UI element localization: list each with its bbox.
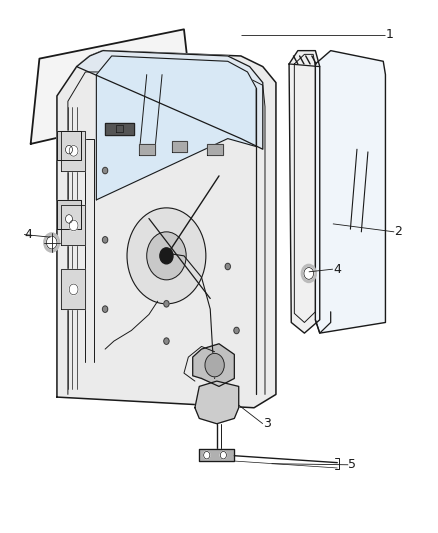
Circle shape <box>164 301 169 307</box>
Circle shape <box>65 146 73 154</box>
Text: 4: 4 <box>24 228 32 241</box>
Polygon shape <box>61 131 85 171</box>
Circle shape <box>160 248 173 264</box>
Polygon shape <box>199 449 234 461</box>
Polygon shape <box>315 51 385 333</box>
Polygon shape <box>61 269 85 309</box>
Circle shape <box>220 451 226 459</box>
Circle shape <box>65 215 73 223</box>
Circle shape <box>204 451 210 459</box>
Circle shape <box>164 338 169 344</box>
Circle shape <box>102 237 108 243</box>
Polygon shape <box>193 344 234 386</box>
Text: 2: 2 <box>394 225 402 238</box>
Text: 5: 5 <box>348 458 356 471</box>
Circle shape <box>205 353 224 377</box>
Circle shape <box>127 208 206 304</box>
Text: 1: 1 <box>385 28 393 41</box>
Polygon shape <box>195 381 239 424</box>
Circle shape <box>44 233 60 252</box>
Circle shape <box>147 232 186 280</box>
Polygon shape <box>57 131 81 160</box>
Polygon shape <box>172 141 187 152</box>
Circle shape <box>46 236 57 249</box>
Polygon shape <box>77 51 263 149</box>
Polygon shape <box>57 200 81 229</box>
Text: 4: 4 <box>333 263 341 276</box>
Text: 3: 3 <box>263 417 271 430</box>
Circle shape <box>69 284 78 295</box>
Polygon shape <box>289 51 320 333</box>
Polygon shape <box>96 56 256 200</box>
Circle shape <box>301 264 316 282</box>
Circle shape <box>304 268 314 279</box>
Polygon shape <box>31 29 193 144</box>
Circle shape <box>234 327 239 334</box>
Polygon shape <box>57 51 276 408</box>
Circle shape <box>69 220 78 231</box>
Polygon shape <box>207 144 223 155</box>
Polygon shape <box>139 144 155 155</box>
Circle shape <box>102 167 108 174</box>
Circle shape <box>69 146 78 156</box>
Circle shape <box>225 263 230 270</box>
Circle shape <box>102 306 108 312</box>
Polygon shape <box>61 205 85 245</box>
Polygon shape <box>105 123 134 135</box>
